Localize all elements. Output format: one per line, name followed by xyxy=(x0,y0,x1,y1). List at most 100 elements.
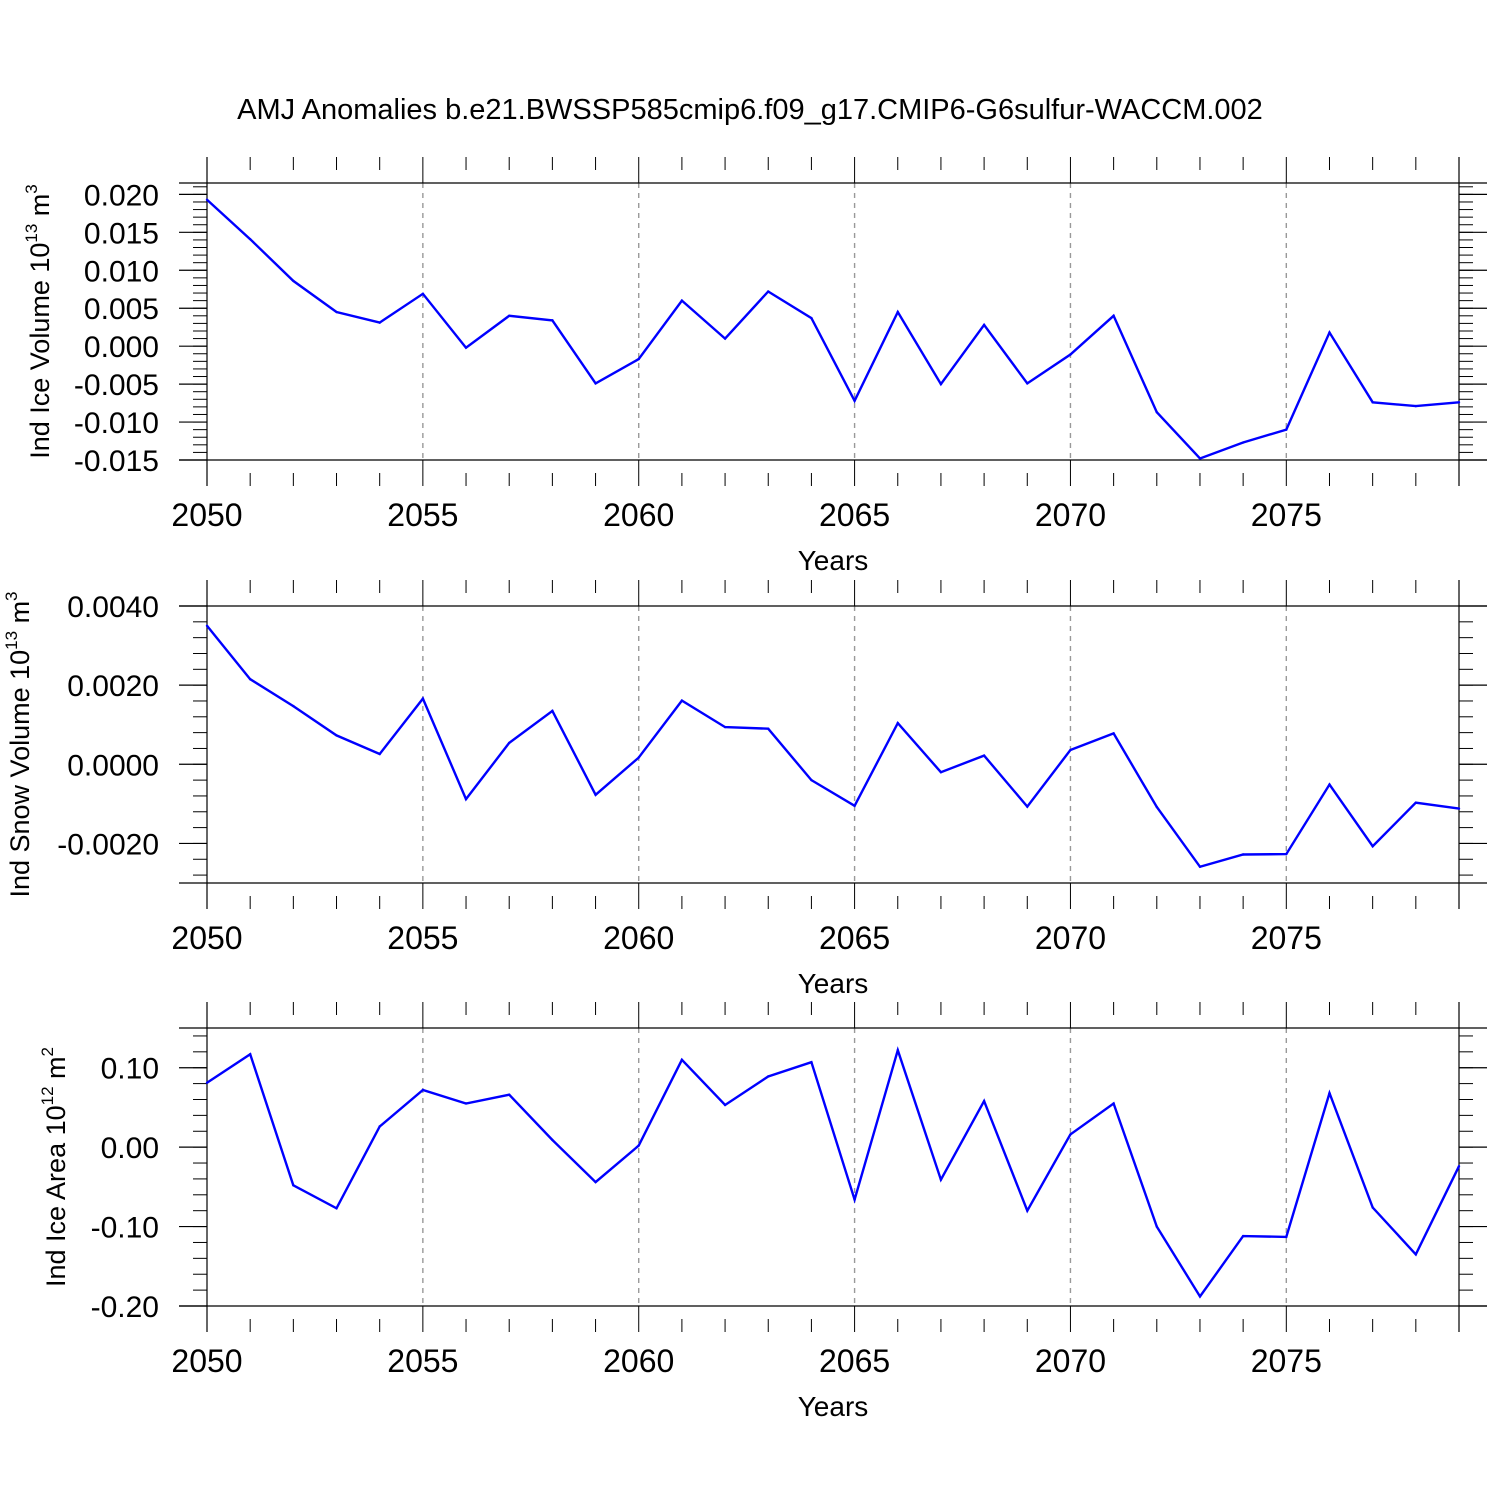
data-point xyxy=(508,314,511,318)
xtick-label: 2065 xyxy=(819,920,890,956)
data-point xyxy=(767,1075,770,1078)
data-point xyxy=(767,290,770,293)
xtick-label: 2055 xyxy=(387,497,458,533)
data-point xyxy=(1285,1235,1288,1239)
data-point xyxy=(982,754,986,757)
data-point xyxy=(680,1058,684,1061)
data-point xyxy=(1069,748,1072,752)
data-point xyxy=(464,346,468,349)
y-axis-label-text: m xyxy=(5,601,35,631)
ytick-label: 0.015 xyxy=(84,217,159,250)
y-axis-label-superscript: 12 xyxy=(38,1086,57,1105)
data-point xyxy=(853,1198,856,1201)
panels: 0.020 0.015 0.010 0.005 0.000 -0.005 -0.010 -0.… xyxy=(2,157,1487,1422)
data-point xyxy=(248,1053,252,1056)
panel-2: 0.0040 0.0020 0.0000 -0.0020 2050 2055 2060 206… xyxy=(2,580,1487,999)
data-point xyxy=(680,299,684,302)
data-point xyxy=(939,771,943,774)
ytick-label: -0.010 xyxy=(74,407,159,440)
panel-1: 0.020 0.015 0.010 0.005 0.000 -0.005 -0.010 -0.… xyxy=(22,157,1487,576)
data-point xyxy=(1155,805,1158,809)
x-axis-label: Years xyxy=(798,545,869,576)
data-point xyxy=(1069,1133,1072,1136)
data-point xyxy=(1285,852,1288,856)
data-point xyxy=(508,1093,511,1096)
data-point xyxy=(853,804,856,808)
xtick-label: 2060 xyxy=(603,920,674,956)
ytick-label: 0.0020 xyxy=(67,670,159,703)
figure-title: AMJ Anomalies b.e21.BWSSP585cmip6.f09_g1… xyxy=(237,94,1263,126)
ytick-label: 0.020 xyxy=(84,179,159,212)
data-point xyxy=(637,756,640,759)
ytick-label: -0.20 xyxy=(91,1291,159,1324)
data-point xyxy=(1328,331,1331,334)
y-axis-label-superscript: 3 xyxy=(2,591,21,600)
data-point xyxy=(421,1088,425,1092)
data-point xyxy=(1414,404,1418,408)
ytick-label: 0.010 xyxy=(84,255,159,288)
xtick-label: 2075 xyxy=(1251,1343,1322,1379)
data-point xyxy=(1026,1209,1029,1212)
ytick-label: 0.00 xyxy=(101,1132,159,1165)
y-axis-label: Ind Ice Area 1012 m2 xyxy=(38,1047,71,1287)
data-point xyxy=(1198,865,1202,868)
xtick-label: 2060 xyxy=(603,497,674,533)
ytick-label: 0.000 xyxy=(84,331,159,364)
y-axis-label-text: Ind Snow Volume 10 xyxy=(5,650,35,898)
data-point xyxy=(1026,805,1029,808)
xtick-label: 2060 xyxy=(603,1343,674,1379)
y-axis-label-superscript: 3 xyxy=(22,184,41,193)
data-point xyxy=(551,1138,554,1142)
data-point xyxy=(1285,428,1288,431)
ytick-label: 0.0000 xyxy=(67,749,159,782)
data-point xyxy=(594,1180,597,1184)
data-point xyxy=(939,1178,943,1181)
data-point xyxy=(1026,382,1029,385)
data-point xyxy=(594,382,597,385)
ytick-label: -0.005 xyxy=(74,369,159,402)
data-point xyxy=(551,709,554,713)
xtick-label: 2075 xyxy=(1251,497,1322,533)
data-point xyxy=(1112,314,1115,318)
data-point xyxy=(1328,1091,1331,1095)
data-point xyxy=(1112,1102,1115,1105)
data-point xyxy=(853,399,856,403)
data-point xyxy=(810,778,813,782)
data-point xyxy=(896,721,899,725)
y-axis-label-text: m xyxy=(25,194,55,224)
data-point xyxy=(637,1144,640,1147)
data-point xyxy=(421,697,425,700)
panel-3: 0.10 0.00 -0.10 -0.20 2050 2055 2060 2065 2070 20… xyxy=(38,1002,1487,1422)
data-point xyxy=(1069,353,1072,356)
x-axis-label: Years xyxy=(798,968,869,999)
data-point xyxy=(723,725,727,729)
data-point xyxy=(1155,1225,1158,1228)
data-point xyxy=(551,319,554,322)
data-point xyxy=(1328,783,1331,786)
xtick-label: 2075 xyxy=(1251,920,1322,956)
series-line xyxy=(206,1046,1461,1299)
ytick-label: -0.0020 xyxy=(57,828,159,861)
data-point xyxy=(810,316,813,320)
y-axis-label-text: Ind Ice Area 10 xyxy=(41,1105,71,1287)
data-point xyxy=(1371,1206,1374,1209)
data-point xyxy=(1457,1165,1461,1168)
data-point xyxy=(292,1184,295,1187)
data-point xyxy=(292,704,295,708)
data-point xyxy=(1241,441,1245,444)
data-point xyxy=(680,699,684,702)
data-point xyxy=(1371,401,1374,404)
xtick-label: 2065 xyxy=(819,1343,890,1379)
y-axis-label-superscript: 13 xyxy=(2,631,21,650)
data-point xyxy=(464,797,468,801)
ytick-label: 0.005 xyxy=(84,293,159,326)
data-point xyxy=(723,337,727,340)
data-point xyxy=(421,292,425,295)
xtick-label: 2050 xyxy=(171,1343,242,1379)
xtick-label: 2070 xyxy=(1035,1343,1106,1379)
xtick-label: 2070 xyxy=(1035,920,1106,956)
xtick-label: 2055 xyxy=(387,1343,458,1379)
series-line xyxy=(206,198,1460,460)
data-point xyxy=(205,624,209,627)
